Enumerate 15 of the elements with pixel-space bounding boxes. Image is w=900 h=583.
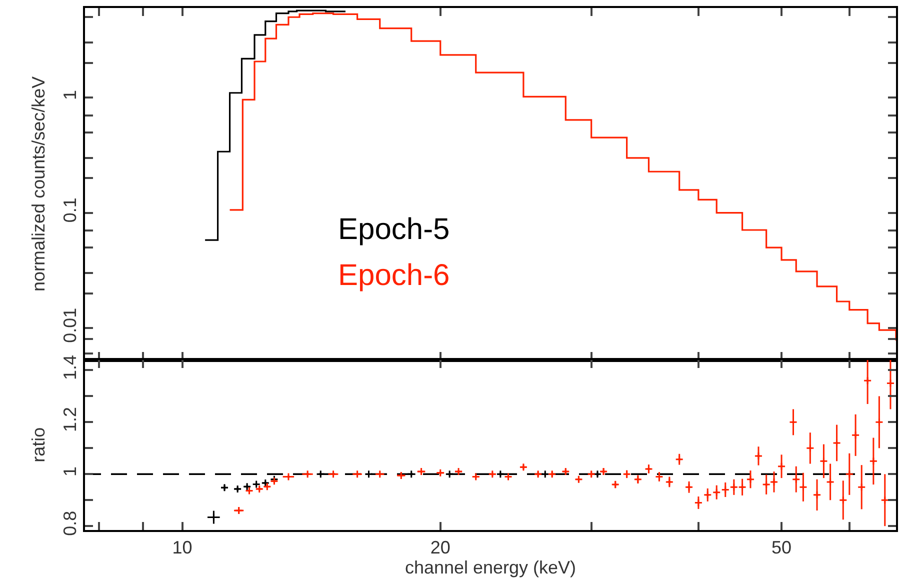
y-axis-title: normalized counts/sec/keV: [28, 76, 48, 292]
y-tick-label: 1: [60, 90, 80, 100]
y-axis-title: ratio: [28, 427, 48, 462]
x-tick-label: 10: [172, 538, 192, 558]
x-axis-title: channel energy (keV): [404, 558, 576, 578]
y-tick-label: 0.1: [60, 198, 80, 223]
y-tick-label: 1.4: [60, 355, 80, 380]
x-tick-label: 20: [430, 538, 450, 558]
y-tick-label: 1: [60, 466, 80, 476]
y-tick-label: 1.2: [60, 406, 80, 432]
text: Epoch-6: [338, 259, 450, 292]
text: Epoch-5: [338, 213, 450, 246]
x-tick-label: 50: [772, 538, 792, 558]
y-tick-label: 0.8: [60, 510, 80, 536]
y-tick-label: 0.01: [60, 308, 80, 343]
